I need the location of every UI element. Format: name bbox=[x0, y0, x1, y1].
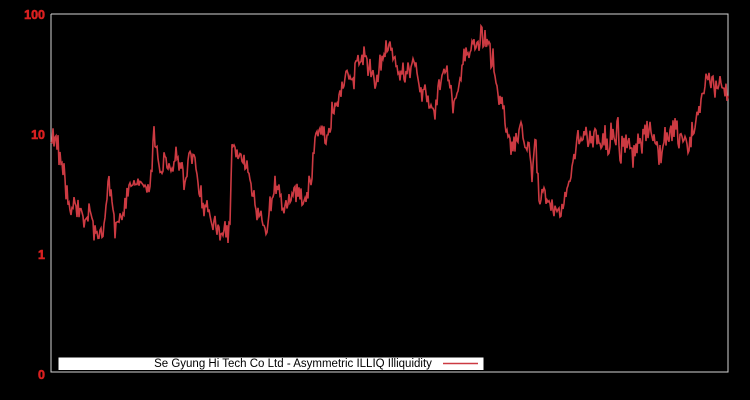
svg-text:Se Gyung Hi Tech Co Ltd - Asym: Se Gyung Hi Tech Co Ltd - Asymmetric ILL… bbox=[154, 358, 432, 370]
svg-text:0: 0 bbox=[38, 368, 45, 382]
svg-text:100: 100 bbox=[24, 8, 45, 22]
svg-text:10: 10 bbox=[31, 128, 45, 142]
svg-text:1: 1 bbox=[38, 248, 45, 262]
